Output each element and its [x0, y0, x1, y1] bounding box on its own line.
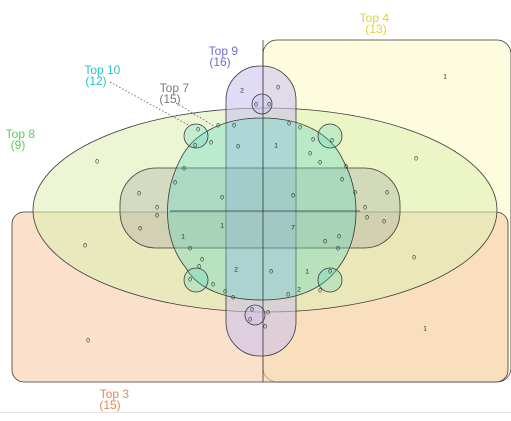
region-count: 0 — [254, 102, 258, 109]
region-count: 0 — [287, 121, 291, 128]
region-count: 0 — [385, 190, 389, 197]
set-label-top7: Top 7 (15) — [159, 81, 192, 106]
region-count: 0 — [328, 269, 332, 276]
region-count: 0 — [197, 264, 201, 271]
region-count: 0 — [182, 166, 186, 173]
region-count: 0 — [263, 324, 267, 331]
leader-top7 — [175, 102, 215, 127]
region-count: 0 — [231, 295, 235, 302]
region-count: 0 — [209, 140, 213, 147]
region-count: 0 — [155, 205, 159, 212]
set-shape-top7 — [119, 167, 401, 249]
region-count: 0 — [344, 164, 348, 171]
lobe-top-right — [317, 123, 343, 149]
region-count: 2 — [297, 287, 301, 294]
region-count: 1 — [443, 74, 447, 81]
set-label-top3: Top 3 (15) — [99, 387, 132, 412]
region-count: 0 — [267, 102, 271, 109]
region-count: 1 — [305, 269, 309, 276]
region-count: 0 — [236, 144, 240, 151]
region-count: 0 — [220, 195, 224, 202]
leader-top10 — [109, 81, 191, 127]
bottom-divider — [0, 412, 511, 413]
region-count: 2 — [234, 267, 238, 274]
region-count: 0 — [412, 255, 416, 262]
region-count: 0 — [155, 213, 159, 220]
region-count: 0 — [86, 338, 90, 345]
region-count: 0 — [193, 143, 197, 150]
region-count: 0 — [138, 226, 142, 233]
region-count: 0 — [414, 156, 418, 163]
region-count: 0 — [365, 215, 369, 222]
region-count: 0 — [330, 138, 334, 145]
region-count: 0 — [211, 282, 215, 289]
region-count: 0 — [336, 246, 340, 253]
region-count: 0 — [318, 160, 322, 167]
region-count: 0 — [286, 292, 290, 299]
region-count: 0 — [248, 317, 252, 324]
region-count: 0 — [291, 193, 295, 200]
region-count: 0 — [223, 289, 227, 296]
region-count: 0 — [200, 257, 204, 264]
region-count: 0 — [318, 288, 322, 295]
region-count: 0 — [311, 137, 315, 144]
region-count: 0 — [382, 219, 386, 226]
region-count: 0 — [337, 234, 341, 241]
region-count: 1 — [181, 234, 185, 241]
lobe-bottom-left — [183, 267, 209, 293]
region-count: 1 — [274, 143, 278, 150]
region-count: 1 — [220, 223, 224, 230]
region-count: 0 — [269, 269, 273, 276]
region-count: 0 — [188, 277, 192, 284]
set-label-top8: Top 8 (9) — [6, 127, 39, 152]
region-count: 0 — [216, 123, 220, 130]
region-count: 0 — [353, 190, 357, 197]
set-label-top9: Top 9 (16) — [209, 44, 242, 69]
region-count: 0 — [83, 243, 87, 250]
region-count: 0 — [298, 125, 302, 132]
region-count: 2 — [240, 88, 244, 95]
region-count: 0 — [323, 239, 327, 246]
region-count: 0 — [308, 151, 312, 158]
lobe-bottom-right — [317, 267, 343, 293]
region-count: 7 — [291, 225, 295, 232]
set-label-top4: Top 4 (13) — [360, 11, 393, 36]
set-shape-top10 — [167, 117, 357, 301]
region-count: 0 — [276, 85, 280, 92]
region-count: 0 — [266, 310, 270, 317]
region-count: 0 — [363, 205, 367, 212]
region-count: 0 — [340, 177, 344, 184]
region-count: 1 — [423, 326, 427, 333]
lobe-top-center — [251, 93, 273, 115]
region-count: 0 — [196, 127, 200, 134]
set-label-top10: Top 10 (12) — [84, 63, 123, 88]
lobe-top-left — [183, 123, 209, 149]
region-count: 0 — [250, 307, 254, 314]
region-count: 0 — [188, 246, 192, 253]
region-count: 0 — [232, 123, 236, 130]
region-count: 0 — [137, 191, 141, 198]
lobe-bottom-center — [244, 304, 266, 326]
region-count: 0 — [95, 159, 99, 166]
region-count: 0 — [173, 180, 177, 187]
